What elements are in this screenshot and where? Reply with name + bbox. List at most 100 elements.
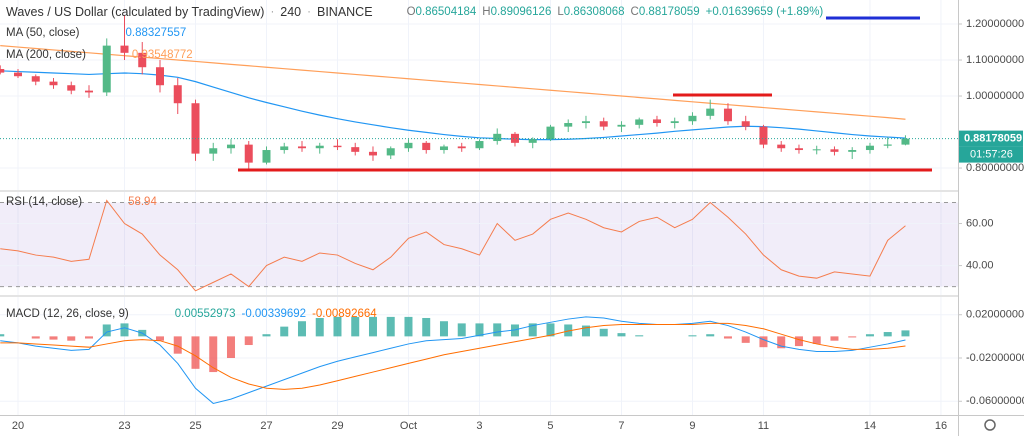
histogram-bar [226, 336, 235, 359]
last-price-label: 0.88178059 [964, 132, 1022, 144]
candle-body [67, 85, 76, 91]
candle-body [599, 121, 608, 127]
candle-body [404, 142, 413, 149]
histogram-bar [102, 324, 111, 337]
x-tick-label: Oct [400, 420, 417, 432]
candle-body [723, 108, 732, 122]
histogram-bar [315, 317, 324, 337]
candle-body [741, 121, 750, 127]
histogram-bar [581, 325, 590, 337]
histogram-bar [84, 336, 93, 339]
candle-body [706, 108, 715, 116]
rsi-legend[interactable]: RSI (14, close) 58.94 [6, 196, 157, 208]
x-tick-label: 9 [689, 420, 695, 432]
candle-body [191, 103, 200, 154]
histogram-bar [457, 323, 466, 337]
candle-body [226, 144, 235, 149]
histogram-bar [404, 316, 413, 337]
candle-body [581, 121, 590, 124]
quote-key: C [630, 6, 639, 18]
histogram-bar [49, 336, 58, 340]
candle-body [493, 133, 502, 142]
candle-body [315, 145, 324, 149]
ma200-legend[interactable]: MA (200, close) 0.93548772 [6, 49, 193, 61]
histogram-bar [777, 336, 786, 349]
candle-body [173, 85, 182, 104]
interval[interactable]: 240 [280, 5, 302, 19]
candle-body [652, 119, 661, 124]
ma50-legend[interactable]: MA (50, close) 0.88327557 [6, 27, 186, 39]
histogram-bar [794, 336, 803, 347]
candle-body [564, 123, 573, 127]
histogram-bar [155, 336, 164, 341]
histogram-bar [333, 316, 342, 337]
ma-title: MA (50, close) [6, 27, 80, 39]
histogram-bar [848, 336, 857, 338]
histogram-bar [883, 332, 892, 337]
candle-body [528, 139, 537, 143]
histogram-bar [723, 336, 732, 339]
x-tick-label: 25 [189, 420, 201, 432]
histogram-bar [422, 317, 431, 337]
signal-value: -0.00892664 [312, 308, 377, 320]
candle-body [120, 45, 129, 53]
y-tick-label: 40.00 [966, 259, 994, 271]
histogram-bar [546, 323, 555, 337]
quote-value: 0.89096126 [490, 6, 552, 18]
y-tick-label: 1.10000000 [966, 54, 1024, 66]
candle-body [209, 148, 218, 154]
y-tick-label: 0.80000000 [966, 162, 1024, 174]
candle-body [812, 149, 821, 151]
histogram-bar [439, 321, 448, 337]
candle-body [475, 141, 484, 149]
rsi-title: RSI (14, close) [6, 196, 83, 208]
candle-body [297, 146, 306, 149]
quote-value: 0.86308068 [563, 6, 625, 18]
x-tick-label: 3 [476, 420, 482, 432]
candle-body [848, 150, 857, 152]
symbol-title[interactable]: Waves / US Dollar (calculated by Trading… [6, 5, 265, 19]
y-tick-label: 1.20000000 [966, 18, 1024, 30]
x-tick-label: 11 [758, 420, 769, 432]
histogram-bar [741, 336, 750, 343]
last-price-box [959, 130, 1023, 147]
histogram-bar [759, 336, 768, 348]
histogram-bar [31, 336, 40, 339]
quote-key: O [406, 6, 416, 18]
candle-body [457, 146, 466, 149]
histogram-bar [635, 335, 644, 337]
histogram-bar [812, 336, 821, 344]
histogram-bar [209, 336, 218, 373]
candle-body [617, 124, 626, 127]
moving-average [0, 45, 906, 120]
main-legend: Waves / US Dollar (calculated by Trading… [6, 5, 823, 19]
histogram-bar [688, 335, 697, 337]
macd-value: -0.00339692 [241, 308, 307, 320]
rsi-band [0, 202, 958, 287]
candle-body [759, 126, 768, 145]
change: +0.01639659 (+1.89%) [705, 6, 824, 18]
histogram-bar [599, 328, 608, 337]
histogram-bar [368, 316, 377, 337]
y-tick-label: 60.00 [966, 217, 994, 229]
candle-body [901, 138, 910, 145]
candle-body [138, 52, 147, 68]
candle-body [386, 148, 395, 156]
separator: · [307, 6, 311, 18]
candle-body [830, 149, 839, 152]
candle-body [510, 133, 519, 143]
histogram-bar [901, 330, 910, 337]
candle-body [102, 45, 111, 93]
candle-body [31, 76, 40, 82]
separator: · [270, 6, 275, 18]
ma-value: 0.93548772 [131, 49, 193, 61]
candle-body [865, 145, 874, 151]
quote-value: 0.88178059 [638, 6, 700, 18]
x-tick-label: 20 [12, 420, 24, 432]
settings-button[interactable] [984, 419, 996, 431]
candle-body [883, 144, 892, 146]
macd-legend[interactable]: MACD (12, 26, close, 9) 0.00552973 -0.00… [6, 308, 377, 320]
candle-body [84, 90, 93, 93]
x-tick-label: 7 [618, 420, 624, 432]
